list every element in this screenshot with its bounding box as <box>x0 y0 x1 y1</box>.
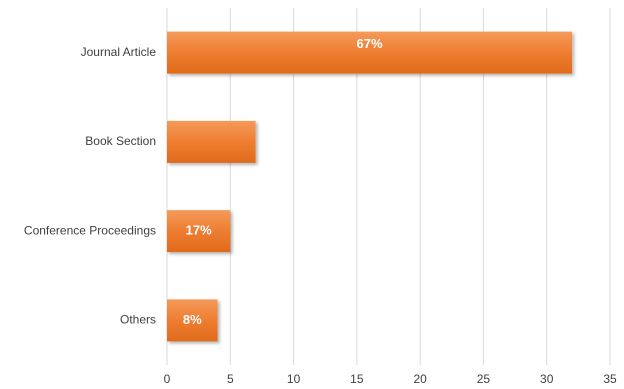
y-tick-label: Journal Article <box>81 45 157 59</box>
bar-label: 67% <box>356 36 382 51</box>
x-tick-label: 5 <box>227 372 234 386</box>
bar-label: 8% <box>183 312 202 327</box>
bar-label: 17% <box>186 223 212 238</box>
x-tick-label: 30 <box>540 372 554 386</box>
y-tick-label: Others <box>120 313 156 327</box>
x-tick-label: 15 <box>350 372 364 386</box>
x-tick-label: 20 <box>413 372 427 386</box>
bar <box>167 299 218 342</box>
bar <box>167 210 231 253</box>
y-tick-label: Book Section <box>85 134 156 148</box>
x-tick-label: 10 <box>287 372 301 386</box>
bar <box>167 120 256 163</box>
bar <box>167 31 573 74</box>
x-tick-label: 25 <box>477 372 491 386</box>
x-tick-label: 35 <box>603 372 617 386</box>
x-tick-label: 0 <box>164 372 171 386</box>
y-tick-label: Conference Proceedings <box>24 223 156 237</box>
